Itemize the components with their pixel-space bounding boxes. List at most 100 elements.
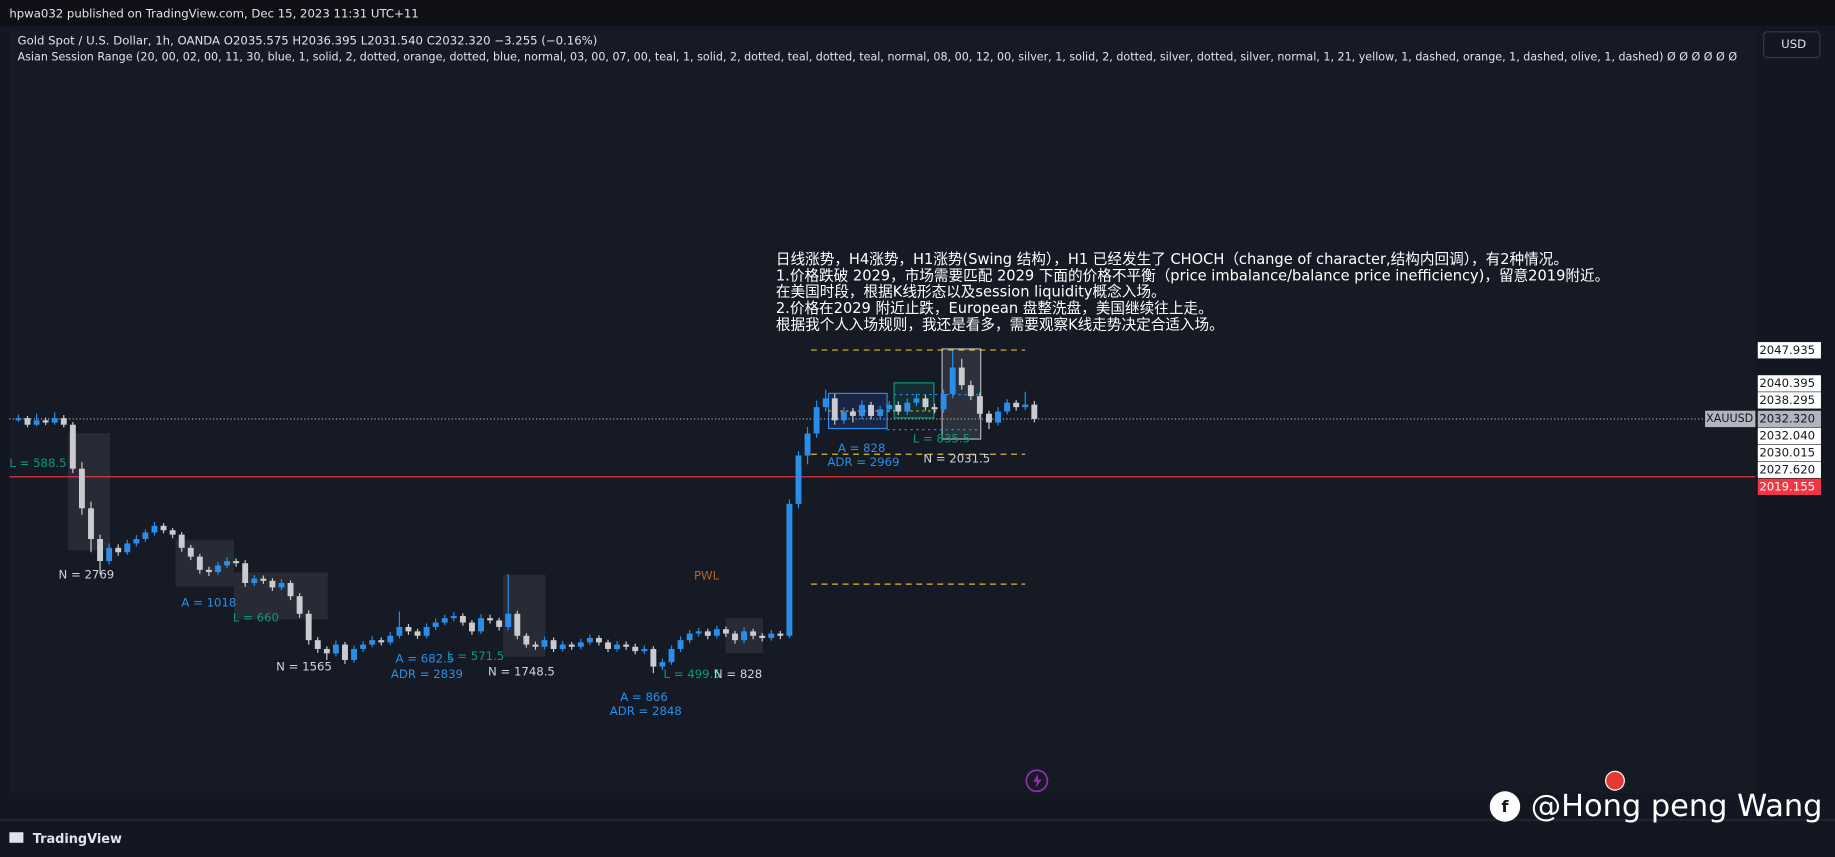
candle-body	[15, 418, 22, 421]
publisher: hpwa032 published on TradingView.com, De…	[9, 7, 418, 21]
candle-body	[976, 396, 983, 414]
analysis-note: 2.价格在2029 附近止跌，European 盘整洗盘，美国继续往上走。	[776, 299, 1213, 317]
candle-body	[1022, 404, 1029, 408]
candle-body	[160, 525, 167, 531]
candle-body	[332, 644, 339, 654]
watermark-logo	[1489, 791, 1521, 822]
candle-body	[722, 629, 729, 634]
price-badge	[1757, 427, 1821, 445]
candle-body	[251, 578, 258, 584]
candle-body	[1013, 402, 1020, 408]
candle-body	[423, 626, 430, 636]
candle-body	[595, 637, 602, 643]
candle-body	[605, 642, 611, 649]
candle-body	[868, 404, 875, 416]
event-bolt	[1033, 773, 1042, 788]
candle-body	[78, 468, 85, 509]
candle-body	[115, 547, 122, 553]
price-badge-label: 2032.320	[1759, 411, 1815, 425]
price-badge-label: 2032.040	[1759, 428, 1815, 442]
session-label: N = 2769	[59, 567, 115, 581]
candle-body	[305, 613, 312, 641]
candle-body	[986, 413, 992, 423]
candle-body	[88, 508, 94, 540]
candle-body	[886, 404, 893, 410]
candle-body	[559, 644, 566, 649]
candle-body	[777, 633, 784, 636]
analysis-note: 根据我个人入场规则，我还是看多，需要观察K线走势决定合适入场。	[776, 316, 1224, 334]
candle-body	[732, 633, 738, 641]
candle-body	[550, 640, 557, 649]
candle-body	[1004, 402, 1011, 412]
analysis-note: 在美国时段，根据K线形态以及session liquidity概念入场。	[776, 283, 1166, 301]
candle-body	[750, 631, 757, 636]
price-badge	[1757, 392, 1821, 409]
candle-body	[33, 420, 40, 425]
candle-body	[260, 578, 267, 581]
candle-body	[659, 662, 666, 667]
price-badge-label: 2027.620	[1759, 462, 1815, 476]
candle-body	[623, 644, 630, 647]
candle-body	[895, 404, 902, 412]
candle-body	[995, 411, 1001, 423]
price-badge	[1757, 478, 1821, 495]
candle-body	[532, 644, 539, 647]
candle-body	[940, 393, 947, 410]
session-label: N = 828	[714, 667, 762, 681]
candle-body	[568, 644, 575, 647]
candle-body	[215, 565, 221, 573]
candle-body	[296, 596, 303, 614]
candle-body	[704, 631, 711, 636]
event-icon	[1025, 769, 1049, 793]
candle-body	[205, 569, 212, 573]
symbol-tag-bg	[1705, 410, 1756, 428]
candle-body	[387, 635, 394, 643]
candle-body	[414, 631, 421, 636]
candle-body	[496, 620, 503, 627]
candle-body	[323, 648, 330, 654]
candle-body	[469, 622, 475, 632]
candle-body	[949, 367, 956, 394]
candle-body	[242, 563, 249, 584]
candle-body	[441, 618, 448, 623]
session-label: A = 828	[838, 441, 886, 455]
candle-body	[450, 615, 457, 619]
candle-body	[922, 398, 929, 408]
session-label: N = 2031.5	[923, 451, 990, 465]
candle-body	[958, 367, 965, 386]
notes: 日线涨势，H4涨势，H1涨势(Swing 结构），H1 已经发生了 CHOCH（…	[776, 251, 1609, 334]
symbol-line: Gold Spot / U.S. Dollar, 1h, OANDA O2035…	[18, 34, 598, 48]
candle-body	[432, 622, 439, 627]
candle-body	[795, 455, 802, 504]
analysis-note: 1.价格跌破 2029，市场需要匹配 2029 下面的价格不平衡（price i…	[776, 266, 1609, 284]
country-icon	[1605, 770, 1625, 791]
candle-body	[677, 640, 684, 649]
candle-body	[741, 631, 748, 641]
price-badge	[1757, 375, 1821, 392]
session-label: N = 1565	[276, 660, 332, 674]
candle-body	[342, 644, 348, 660]
candle-body	[514, 613, 521, 636]
candle-body	[405, 626, 412, 632]
watermark: @Hong peng Wang	[1531, 789, 1823, 824]
candle-body	[786, 503, 793, 636]
candle-body	[151, 525, 158, 533]
footer-brand[interactable]: TradingView	[33, 832, 122, 847]
levels	[9, 418, 1756, 478]
candle-body	[51, 418, 58, 423]
price-badge-label: 2038.295	[1759, 393, 1815, 407]
candle-body	[641, 648, 648, 652]
currency-label[interactable]: USD	[1781, 37, 1806, 51]
price-badge-label: 2040.395	[1759, 376, 1815, 390]
price-badge-label: 2019.155	[1759, 479, 1815, 493]
candle-body	[196, 556, 203, 570]
candle-body	[759, 635, 766, 638]
candle-body	[668, 648, 675, 663]
currency-button[interactable]	[1763, 31, 1821, 59]
candle-body	[278, 583, 285, 588]
session-label: ADR = 2969	[827, 455, 899, 469]
session-label: L = 571.5	[447, 649, 504, 663]
session-label: ADR = 2848	[610, 704, 682, 718]
candle-body	[931, 407, 938, 410]
